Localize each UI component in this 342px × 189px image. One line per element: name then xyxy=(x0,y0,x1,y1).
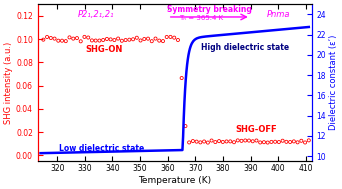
Point xyxy=(302,141,308,144)
Point xyxy=(194,140,199,143)
Point xyxy=(55,39,61,42)
Point xyxy=(220,140,225,143)
Point xyxy=(153,37,158,40)
Point xyxy=(145,37,151,40)
Point xyxy=(209,139,214,142)
Point xyxy=(67,36,72,39)
Point xyxy=(149,40,155,43)
Point xyxy=(183,125,188,128)
Point xyxy=(306,139,312,142)
Point xyxy=(164,36,169,39)
Point xyxy=(235,139,240,142)
Point xyxy=(44,36,50,39)
Point xyxy=(82,35,87,38)
Point xyxy=(299,139,304,142)
Point xyxy=(108,38,114,41)
X-axis label: Temperature (K): Temperature (K) xyxy=(138,176,211,185)
Point xyxy=(111,39,117,42)
Point xyxy=(127,38,132,41)
Point xyxy=(142,37,147,40)
Point xyxy=(52,37,57,40)
Point xyxy=(186,141,192,144)
Point xyxy=(254,139,259,142)
Point xyxy=(115,37,121,40)
Point xyxy=(130,38,136,41)
Text: Pnma: Pnma xyxy=(267,10,290,19)
Text: P2₁,2₁,2₁: P2₁,2₁,2₁ xyxy=(78,10,114,19)
Point xyxy=(123,39,128,42)
Point xyxy=(97,39,102,42)
Text: Symmetry breaking: Symmetry breaking xyxy=(167,5,252,15)
Point xyxy=(157,39,162,42)
Point xyxy=(261,141,267,144)
Y-axis label: Dielectric constant (ε’): Dielectric constant (ε’) xyxy=(329,35,338,130)
Point xyxy=(284,140,289,143)
Point xyxy=(258,141,263,144)
Point xyxy=(134,36,140,39)
Point xyxy=(205,141,211,144)
Text: Tₙ = 365.4 K: Tₙ = 365.4 K xyxy=(179,15,223,21)
Point xyxy=(63,40,68,43)
Point xyxy=(74,37,80,40)
Point xyxy=(190,139,196,143)
Point xyxy=(171,36,177,39)
Point xyxy=(70,37,76,40)
Point xyxy=(89,39,95,42)
Point xyxy=(168,35,173,38)
Point xyxy=(119,39,124,42)
Point xyxy=(160,40,166,43)
Point xyxy=(242,139,248,142)
Point xyxy=(175,39,181,42)
Point xyxy=(41,38,46,41)
Point xyxy=(86,36,91,39)
Point xyxy=(269,140,274,143)
Point xyxy=(198,141,203,144)
Text: Low dielectric state: Low dielectric state xyxy=(59,144,144,153)
Point xyxy=(78,40,83,43)
Text: High dielectric state: High dielectric state xyxy=(201,43,289,52)
Point xyxy=(59,39,65,42)
Point xyxy=(246,139,252,142)
Point xyxy=(101,39,106,42)
Point xyxy=(104,37,110,40)
Text: SHG-ON: SHG-ON xyxy=(86,45,123,54)
Point xyxy=(239,139,244,142)
Point xyxy=(265,141,271,144)
Text: SHG-OFF: SHG-OFF xyxy=(235,125,277,134)
Point xyxy=(216,140,222,143)
Point xyxy=(224,140,229,143)
Point xyxy=(48,36,54,40)
Point xyxy=(227,140,233,143)
Point xyxy=(276,140,281,143)
Point xyxy=(295,141,300,144)
Point xyxy=(291,140,297,143)
Point xyxy=(280,139,285,142)
Point xyxy=(213,141,218,144)
Point xyxy=(231,141,237,144)
Point xyxy=(93,39,98,42)
Y-axis label: SHG intensity (a.u.): SHG intensity (a.u.) xyxy=(4,42,13,124)
Point xyxy=(273,140,278,143)
Point xyxy=(201,140,207,143)
Point xyxy=(250,140,255,143)
Point xyxy=(287,140,293,143)
Point xyxy=(138,39,143,42)
Point xyxy=(179,77,184,80)
